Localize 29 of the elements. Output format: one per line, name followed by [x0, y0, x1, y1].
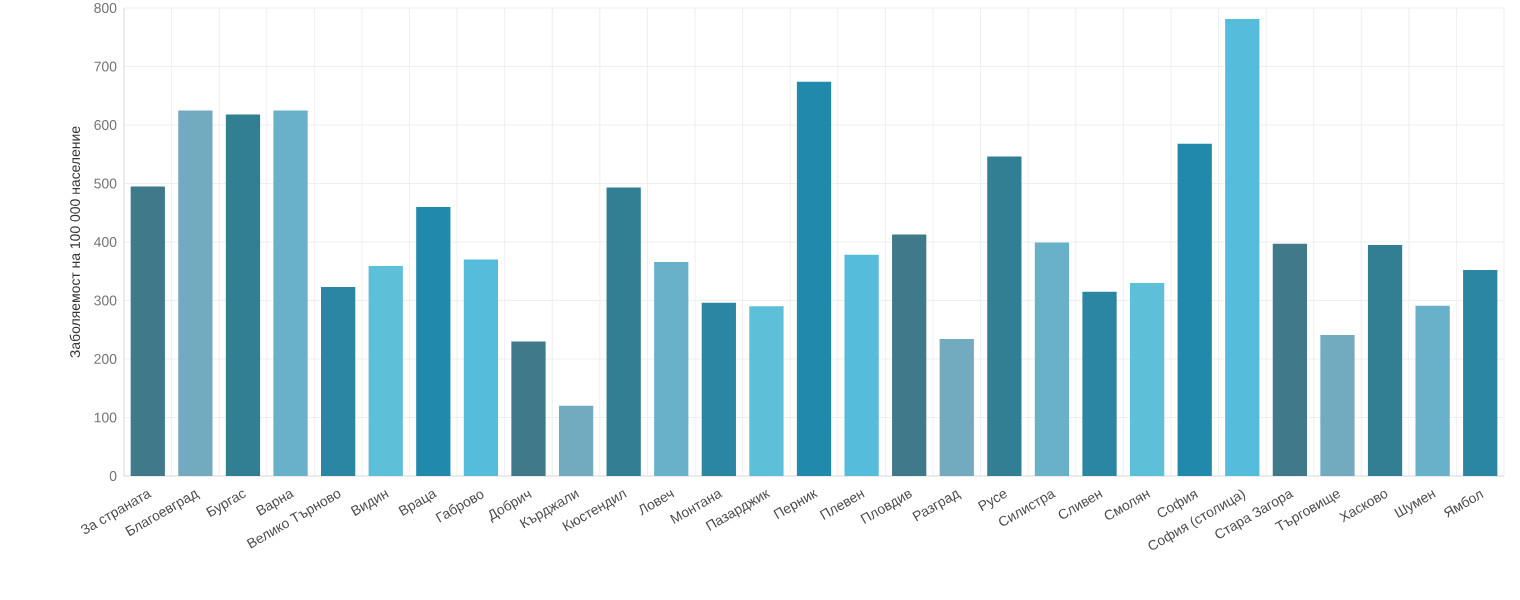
bar	[321, 287, 356, 476]
bar	[1463, 270, 1498, 476]
bar	[939, 339, 974, 476]
bar	[273, 110, 308, 476]
bar	[1415, 305, 1450, 476]
bar	[130, 186, 165, 476]
bar	[1177, 143, 1212, 476]
bar	[1272, 243, 1308, 476]
bar	[1367, 244, 1403, 476]
bar	[796, 81, 832, 476]
bar	[892, 234, 927, 476]
bar	[463, 259, 499, 476]
bar	[654, 261, 689, 476]
bar	[558, 405, 594, 476]
bar	[225, 114, 261, 476]
bar	[1034, 242, 1070, 476]
bar	[416, 206, 451, 476]
bar	[1320, 335, 1355, 476]
bar	[1129, 282, 1165, 476]
bar	[701, 302, 736, 476]
bar	[368, 265, 403, 476]
bar	[606, 187, 641, 476]
bar	[1225, 19, 1260, 476]
bar	[987, 156, 1022, 476]
bar	[1082, 291, 1117, 476]
bar	[511, 341, 546, 476]
bar	[844, 254, 879, 476]
bar	[749, 306, 784, 476]
bar	[178, 110, 213, 476]
